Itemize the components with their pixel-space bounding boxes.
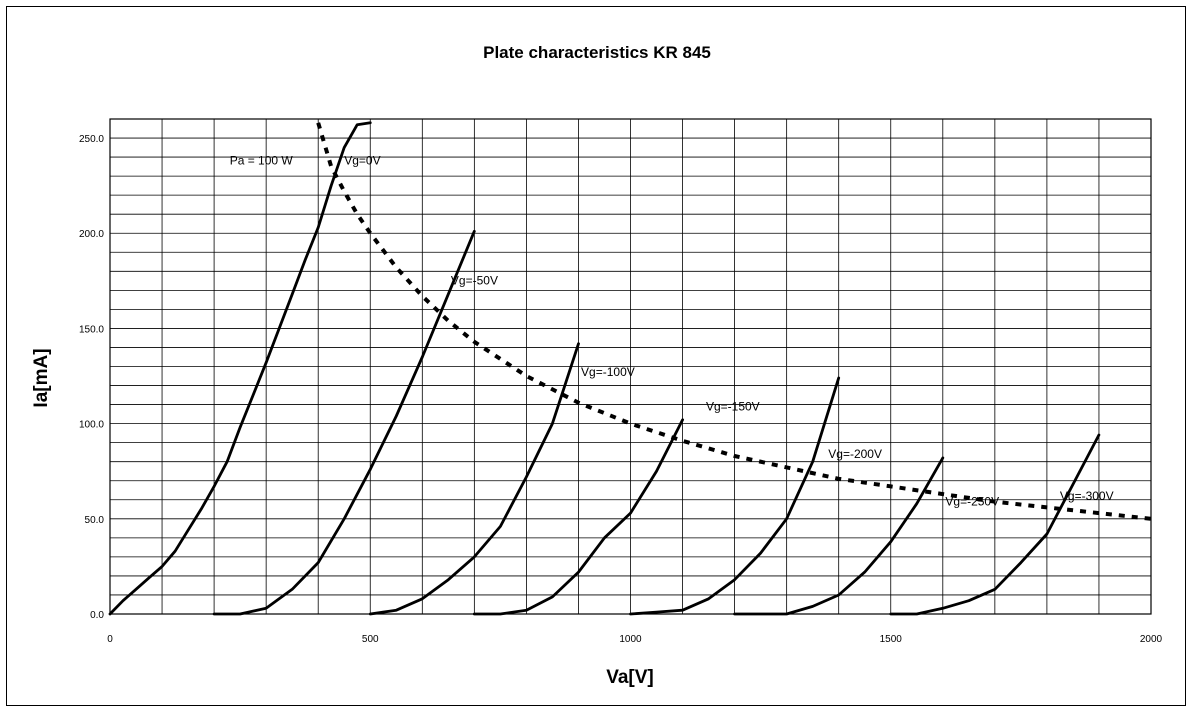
power-curve-group (316, 122, 1152, 521)
y-tick-label: 200.0 (79, 229, 104, 240)
series-line-1 (212, 229, 476, 616)
y-tick-label: 150.0 (79, 324, 104, 335)
series-line-0 (108, 121, 372, 616)
y-axis-label: Ia[mA] (31, 348, 52, 407)
y-tick-label: 50.0 (85, 515, 105, 526)
series-annotation: Vg=-150V (706, 399, 760, 413)
series-annotation: Vg=-100V (581, 365, 635, 379)
x-tick-label: 2000 (1140, 634, 1163, 645)
y-tick-label: 250.0 (79, 134, 104, 145)
chart-frame (6, 6, 1186, 706)
x-tick-label: 1500 (880, 634, 903, 645)
series-line-6 (889, 433, 1101, 616)
power-curve-line (316, 122, 1152, 521)
x-tick-label: 1000 (619, 634, 642, 645)
chart-title: Plate characteristics KR 845 (483, 43, 711, 62)
series-annotation: Pa = 100 W (230, 154, 294, 168)
series-annotation: Vg=-200V (828, 447, 882, 461)
annotations: Pa = 100 W Vg=0V Vg=-50V Vg=-100V Vg=-150V Vg… (230, 154, 1114, 509)
series-line-2 (368, 342, 580, 616)
tick-labels: 0 500 1000 1500 2000 0.0 50.0 100.0 150.0 200.0 25… (79, 134, 1163, 645)
series-group (108, 121, 1101, 616)
series-annotation: Vg=0V (344, 154, 380, 168)
series-annotation: Vg=-300V (1060, 489, 1114, 503)
x-tick-label: 500 (362, 634, 379, 645)
series-line-5 (733, 456, 945, 616)
series-line-4 (629, 376, 841, 616)
x-axis-label: Va[V] (606, 667, 654, 688)
y-tick-label: 0.0 (90, 610, 104, 621)
series-line-3 (472, 418, 684, 616)
series-annotation: Vg=-50V (451, 274, 498, 288)
series-annotation: Vg=-250V (945, 494, 999, 508)
y-tick-label: 100.0 (79, 420, 104, 431)
x-tick-label: 0 (107, 634, 113, 645)
